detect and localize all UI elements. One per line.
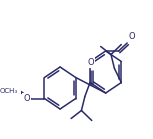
Text: O: O <box>128 32 135 41</box>
Text: O: O <box>23 94 30 103</box>
Text: OCH₃: OCH₃ <box>0 87 18 94</box>
Text: O: O <box>87 58 94 67</box>
